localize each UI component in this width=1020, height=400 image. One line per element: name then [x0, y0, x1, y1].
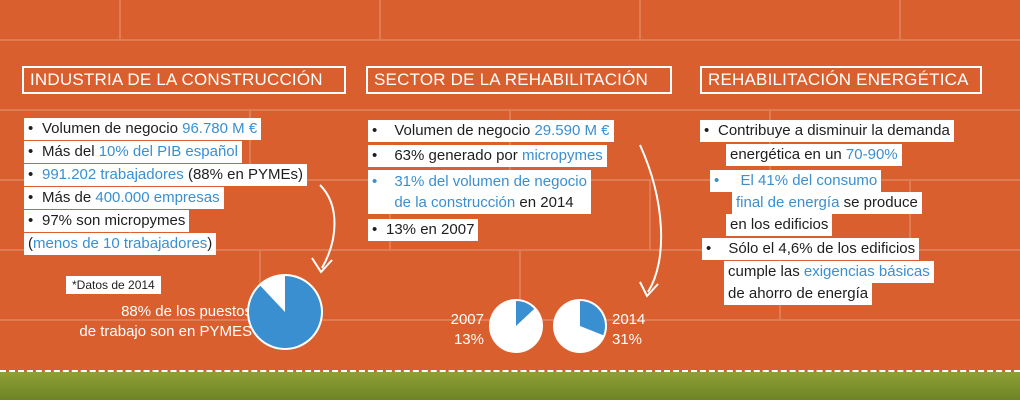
pie-2014-labels: 2014 31%	[612, 311, 646, 348]
list-item: • Volumen de negocio 96.780 M €	[24, 118, 262, 140]
list-item: • 991.202 trabajadores (88% en PYMEs)	[24, 164, 307, 186]
arrow-head-left-icon	[311, 257, 333, 274]
green-band	[0, 372, 1020, 400]
pyme-caption: 88% de los puestos de trabajo son en PYM…	[79, 303, 252, 340]
list-item: • Sólo el 4,6% de los edificios	[702, 238, 920, 260]
header-rehabilitacion: SECTOR DE LA REHABILITACIÓN	[366, 66, 672, 94]
list-item: • Volumen de negocio 29.590 M €	[368, 120, 614, 142]
pie-2014	[553, 299, 607, 353]
pie-pyme-slice	[249, 276, 321, 348]
header-industria: INDUSTRIA DE LA CONSTRUCCIÓN	[22, 66, 346, 94]
list-item: • 97% son micropymes	[24, 210, 190, 232]
dashed-divider	[0, 370, 1020, 373]
list-item: • Contribuye a disminuir la demanda	[700, 120, 954, 142]
list-item-continued: de ahorro de energía	[724, 283, 873, 305]
list-item-continued: cumple las exigencias básicas	[724, 261, 934, 283]
arrow-curve-right	[639, 144, 663, 293]
pie-2014-slice	[580, 301, 605, 336]
list-item-continued: en los edificios	[726, 214, 833, 236]
pie-pyme	[247, 274, 323, 350]
pie-2007-slice	[516, 301, 535, 326]
arrow-head-right-icon	[639, 281, 659, 298]
list-item: (menos de 10 trabajadores)	[24, 233, 217, 255]
list-item: • 63% generado por micropymes	[368, 145, 607, 167]
data-note: *Datos de 2014	[66, 276, 161, 294]
list-item: • El 41% del consumo	[710, 170, 882, 192]
header-rehabilitacion-title: SECTOR DE LA REHABILITACIÓN	[374, 70, 649, 89]
pie-2007	[489, 299, 543, 353]
header-industria-title: INDUSTRIA DE LA CONSTRUCCIÓN	[30, 70, 323, 89]
list-item-continued: energética en un 70-90%	[726, 144, 902, 166]
list-item-continued: final de energía se produce	[732, 192, 922, 214]
pie-2007-labels: 2007 13%	[450, 311, 484, 348]
header-energetica-title: REHABILITACIÓN ENERGÉTICA	[708, 70, 969, 89]
list-item: • Más de 400.000 empresas	[24, 187, 224, 209]
list-item: • Más del 10% del PIB español	[24, 141, 242, 163]
list-item: • 31% del volumen de negocio de la const…	[368, 170, 591, 214]
arrow-curve-left	[319, 184, 336, 269]
list-item: • 13% en 2007	[368, 219, 479, 241]
header-energetica: REHABILITACIÓN ENERGÉTICA	[700, 66, 982, 94]
